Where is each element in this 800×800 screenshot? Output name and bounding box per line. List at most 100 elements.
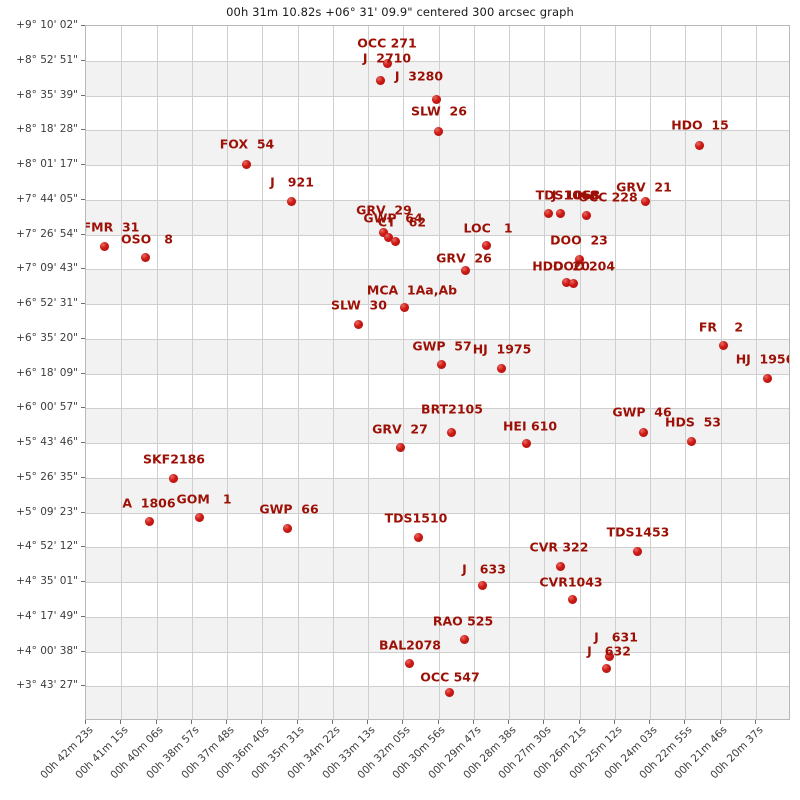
star-marker[interactable] xyxy=(459,634,469,644)
star-label: GWP 64 xyxy=(363,210,423,226)
star-marker[interactable] xyxy=(568,278,578,288)
y-tick-label: +7° 44' 05" xyxy=(16,192,78,205)
y-tick-label: +4° 17' 49" xyxy=(16,609,78,622)
gridline-horizontal xyxy=(86,304,789,305)
gridline-vertical xyxy=(262,26,263,719)
star-marker[interactable] xyxy=(99,241,109,251)
gridline-horizontal xyxy=(86,652,789,653)
star-label: LOC 1 xyxy=(463,220,513,236)
star-label: MCA 1Aa,Ab xyxy=(366,282,458,298)
star-marker[interactable] xyxy=(433,126,443,136)
star-marker[interactable] xyxy=(567,594,577,604)
star-label: A 1806 xyxy=(122,495,176,511)
gridline-horizontal xyxy=(86,235,789,236)
y-tick-mark xyxy=(81,25,85,26)
gridline-vertical xyxy=(403,26,404,719)
star-marker[interactable] xyxy=(378,227,388,237)
star-marker[interactable] xyxy=(543,208,553,218)
star-marker[interactable] xyxy=(353,319,363,329)
star-label: HEI 610 xyxy=(502,418,558,434)
star-marker[interactable] xyxy=(601,663,611,673)
star-marker[interactable] xyxy=(496,363,506,373)
x-tick-mark xyxy=(543,720,544,724)
star-marker[interactable] xyxy=(574,254,584,264)
x-tick-mark xyxy=(226,720,227,724)
star-marker[interactable] xyxy=(395,442,405,452)
star-marker[interactable] xyxy=(383,232,393,242)
y-tick-label: +8° 01' 17" xyxy=(16,158,78,170)
star-marker[interactable] xyxy=(686,436,696,446)
star-label: TDS1510 xyxy=(384,510,448,526)
star-marker[interactable] xyxy=(241,159,251,169)
gridline-vertical xyxy=(615,26,616,719)
gridline-vertical xyxy=(474,26,475,719)
star-marker[interactable] xyxy=(561,277,571,287)
star-marker[interactable] xyxy=(444,687,454,697)
gridline-vertical xyxy=(756,26,757,719)
star-label: OCC 547 xyxy=(420,669,480,685)
y-tick-mark xyxy=(81,338,85,339)
star-marker[interactable] xyxy=(382,58,392,68)
star-marker[interactable] xyxy=(404,658,414,668)
y-tick-mark xyxy=(81,373,85,374)
star-marker[interactable] xyxy=(521,438,531,448)
star-marker[interactable] xyxy=(140,252,150,262)
gridline-horizontal xyxy=(86,200,789,201)
star-marker[interactable] xyxy=(481,240,491,250)
gridline-horizontal xyxy=(86,547,789,548)
gridline-vertical xyxy=(650,26,651,719)
star-marker[interactable] xyxy=(375,75,385,85)
star-label: BRT2105 xyxy=(421,401,483,417)
star-marker[interactable] xyxy=(640,196,650,206)
star-marker[interactable] xyxy=(436,359,446,369)
x-tick-mark xyxy=(85,720,86,724)
gridline-horizontal xyxy=(86,374,789,375)
star-marker[interactable] xyxy=(144,516,154,526)
gridline-horizontal xyxy=(86,61,789,62)
x-tick-mark xyxy=(720,720,721,724)
plot-area: OCC 271 J 2710 J 3280 SLW 26 HDO 15 FOX 54 J 9… xyxy=(85,25,790,720)
star-marker[interactable] xyxy=(477,580,487,590)
star-marker[interactable] xyxy=(168,473,178,483)
y-tick-label: +6° 18' 09" xyxy=(16,366,78,379)
star-marker[interactable] xyxy=(632,546,642,556)
star-label: CT 62 xyxy=(377,214,427,230)
gridline-vertical xyxy=(121,26,122,719)
star-label: DOO 23 xyxy=(550,232,608,248)
star-marker[interactable] xyxy=(638,427,648,437)
star-marker[interactable] xyxy=(718,340,728,350)
star-label: GOM 1 xyxy=(176,491,232,507)
star-marker[interactable] xyxy=(460,265,470,275)
y-tick-mark xyxy=(81,234,85,235)
star-marker[interactable] xyxy=(581,210,591,220)
y-tick-mark xyxy=(81,616,85,617)
star-marker[interactable] xyxy=(286,196,296,206)
y-tick-label: +3° 43' 27" xyxy=(16,679,78,692)
star-marker[interactable] xyxy=(399,302,409,312)
y-tick-mark xyxy=(81,477,85,478)
star-label: J 632 xyxy=(587,643,631,659)
star-marker[interactable] xyxy=(762,373,772,383)
y-tick-label: +8° 35' 39" xyxy=(16,88,78,101)
star-label: HJ 1975 xyxy=(472,341,532,357)
star-marker[interactable] xyxy=(431,94,441,104)
star-label: DOO 204 xyxy=(552,258,616,274)
star-marker[interactable] xyxy=(282,523,292,533)
star-marker[interactable] xyxy=(446,427,456,437)
y-tick-mark xyxy=(81,581,85,582)
star-marker[interactable] xyxy=(555,561,565,571)
x-tick-mark xyxy=(191,720,192,724)
star-marker[interactable] xyxy=(604,651,614,661)
y-tick-label: +8° 18' 28" xyxy=(16,123,78,136)
x-tick-mark xyxy=(649,720,650,724)
star-marker[interactable] xyxy=(194,512,204,522)
star-label: TDS1068 xyxy=(535,187,599,203)
star-marker[interactable] xyxy=(694,140,704,150)
star-marker[interactable] xyxy=(555,208,565,218)
star-label: TDS1453 xyxy=(606,524,670,540)
star-label: SLW 26 xyxy=(411,103,467,119)
gridline-horizontal xyxy=(86,513,789,514)
star-marker[interactable] xyxy=(390,236,400,246)
star-marker[interactable] xyxy=(413,532,423,542)
